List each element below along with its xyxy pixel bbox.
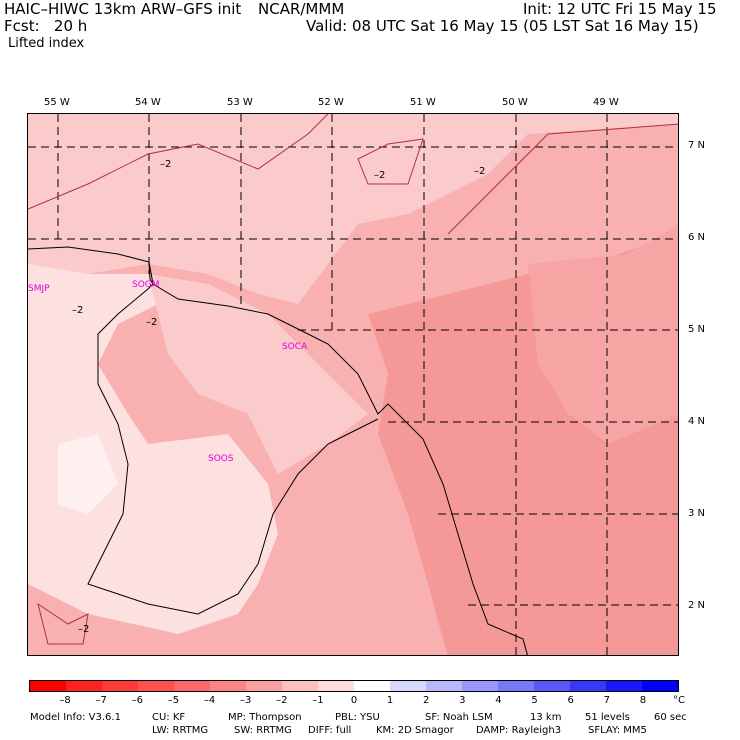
colorbar-tick-label: 4 xyxy=(495,695,502,706)
lat-label-4n: 4 N xyxy=(688,416,706,427)
footer-levels: 51 levels xyxy=(585,712,630,723)
contour-closed-sw xyxy=(37,602,89,645)
colorbar-tick-label: –2 xyxy=(276,695,288,706)
graticule xyxy=(28,114,678,655)
map-svg: –2 –2 –2 –2 –2 –2 xyxy=(28,114,678,655)
contour-closed-1 xyxy=(357,138,424,185)
colorbar-cell xyxy=(498,681,534,691)
fill-white-patch xyxy=(58,434,118,514)
lon-label-49w: 49 W xyxy=(593,97,619,108)
colorbar-tick-label: 6 xyxy=(567,695,574,706)
colorbar-tick-label: –6 xyxy=(131,695,144,706)
colorbar-tick-label: –7 xyxy=(95,695,107,706)
colorbar-cell xyxy=(354,681,390,691)
colorbar-cell xyxy=(210,681,246,691)
contour-label-4: –2 xyxy=(72,305,83,316)
footer-dt: 60 sec xyxy=(654,712,687,723)
footer-lw: LW: RRTMG xyxy=(152,725,209,736)
map-panel: –2 –2 –2 –2 –2 –2 SMJP SOGM SOCA SOOS xyxy=(27,113,679,656)
lat-label-2n: 2 N xyxy=(688,600,706,611)
contour-label-2: –2 xyxy=(374,170,385,181)
colorbar-cell xyxy=(102,681,138,691)
forecast-hour: Fcst: 20 h xyxy=(4,17,88,35)
contour-label-1: –2 xyxy=(160,159,171,170)
footer-damp: DAMP: Rayleigh3 xyxy=(476,725,562,736)
lon-label-54w: 54 W xyxy=(135,97,161,108)
colorbar-tick-label: –4 xyxy=(203,695,216,706)
lon-label-51w: 51 W xyxy=(410,97,436,108)
colorbar-tick-label: 1 xyxy=(386,695,394,706)
colorbar-unit: °C xyxy=(673,695,685,706)
lon-label-53w: 53 W xyxy=(227,97,253,108)
station-soos: SOOS xyxy=(208,454,234,464)
colorbar-cell xyxy=(138,681,174,691)
colorbar-tick-label: 8 xyxy=(639,695,647,706)
footer-model-info: Model Info: V3.6.1 xyxy=(30,712,121,723)
contour-north xyxy=(28,114,329,210)
station-sogm: SOGM xyxy=(132,280,160,290)
colorbar-tick-label: 2 xyxy=(423,695,430,706)
colorbar xyxy=(29,680,679,692)
lat-label-5n: 5 N xyxy=(688,324,706,335)
valid-time: Valid: 08 UTC Sat 16 May 15 (05 LST Sat … xyxy=(306,17,699,35)
colorbar-tick-label: 3 xyxy=(459,695,466,706)
colorbar-tick-label: 5 xyxy=(531,695,538,706)
colorbar-tick-label: –3 xyxy=(239,695,252,706)
colorbar-cell xyxy=(174,681,210,691)
contour-label-3: –2 xyxy=(474,166,485,177)
model-title: HAIC–HIWC 13km ARW–GFS init xyxy=(4,0,242,18)
colorbar-cell xyxy=(606,681,642,691)
fill-interior-lightest xyxy=(28,264,278,634)
colorbar-tick-label: –8 xyxy=(59,695,71,706)
contours xyxy=(28,114,678,645)
border-north-seg xyxy=(148,261,154,285)
station-soca: SOCA xyxy=(282,342,308,352)
footer-mp: MP: Thompson xyxy=(228,712,302,723)
colorbar-cell xyxy=(570,681,606,691)
colorbar-cell xyxy=(30,681,66,691)
colorbar-cell xyxy=(66,681,102,691)
borders xyxy=(28,246,528,655)
footer-sw: SW: RRTMG xyxy=(234,725,292,736)
colorbar-cell xyxy=(282,681,318,691)
coastline xyxy=(28,246,528,655)
colorbar-cell xyxy=(390,681,426,691)
colorbar-cell xyxy=(534,681,570,691)
lat-label-6n: 6 N xyxy=(688,232,706,243)
border-west xyxy=(87,283,379,615)
init-time: Init: 12 UTC Fri 15 May 15 xyxy=(523,0,717,18)
colorbar-tick-label: –1 xyxy=(312,695,324,706)
footer-sflay: SFLAY: MM5 xyxy=(588,725,647,736)
colorbar-tick-label: –5 xyxy=(167,695,180,706)
lon-label-52w: 52 W xyxy=(318,97,344,108)
fill-interior-light xyxy=(148,274,368,474)
lon-label-50w: 50 W xyxy=(502,97,528,108)
contour-label-5: –2 xyxy=(146,317,157,328)
colorbar-cell xyxy=(246,681,282,691)
colorbar-tick-label: 7 xyxy=(603,695,610,706)
org-label: NCAR/MMM xyxy=(258,0,345,18)
colorbar-cell xyxy=(426,681,462,691)
fill-north-light xyxy=(28,114,678,304)
footer-res: 13 km xyxy=(530,712,562,723)
station-smjp: SMJP xyxy=(28,284,50,294)
fill-east-patch xyxy=(528,225,678,444)
footer-diff: DIFF: full xyxy=(308,725,352,736)
contour-east xyxy=(447,123,678,235)
footer-sf: SF: Noah LSM xyxy=(425,712,493,723)
lat-label-3n: 3 N xyxy=(688,508,706,519)
field-name: Lifted index xyxy=(8,36,85,51)
lon-label-55w: 55 W xyxy=(44,97,70,108)
footer-km: KM: 2D Smagor xyxy=(376,725,454,736)
colorbar-tick-label: 0 xyxy=(350,695,358,706)
footer-cu: CU: KF xyxy=(152,712,186,723)
footer-pbl: PBL: YSU xyxy=(335,712,380,723)
lat-label-7n: 7 N xyxy=(688,140,706,151)
colorbar-cell xyxy=(462,681,498,691)
colorbar-cell xyxy=(642,681,678,691)
colorbar-cell xyxy=(318,681,354,691)
contour-label-6: –2 xyxy=(78,624,89,635)
